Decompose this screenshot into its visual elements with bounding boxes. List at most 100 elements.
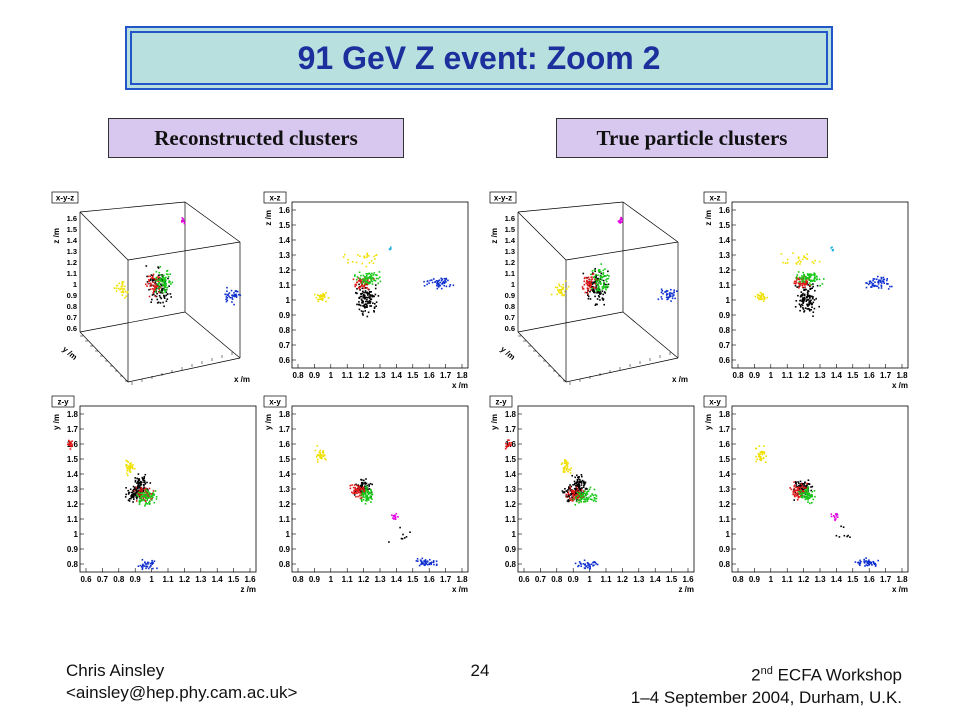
truth-xz-panel: x-z 0.8 0.9 1 1.1 1.2 1.3 1.4 1.5 1.6 1.7 1.8 0.6 0.7… bbox=[702, 190, 918, 400]
event-hits bbox=[504, 439, 599, 570]
cluster-yellow-upper bbox=[342, 252, 378, 268]
y-tick-label: 1.3 bbox=[505, 485, 517, 494]
footer-email: <ainsley@hep.phy.cam.ac.uk> bbox=[66, 683, 298, 702]
panel-label: x-y bbox=[263, 395, 287, 408]
cluster-red-edge bbox=[67, 439, 74, 450]
panel-label: x-y bbox=[703, 395, 727, 408]
svg-text:z-y: z-y bbox=[57, 398, 69, 407]
x-tick-label: 1.4 bbox=[831, 575, 843, 584]
truth-xy-panel: x-y 0.8 0.9 1 1.1 1.2 1.3 1.4 1.5 1.6 1.7 1.8 0.8 0.9… bbox=[702, 394, 918, 604]
y-tick-label: 1 bbox=[512, 530, 517, 539]
cluster-blue bbox=[854, 557, 879, 567]
cluster-green bbox=[360, 485, 374, 505]
x-tick-label: 0.8 bbox=[292, 575, 304, 584]
y-tick-label: 1.1 bbox=[279, 281, 291, 290]
z-tick-label: 1.1 bbox=[67, 269, 77, 278]
x-tick-label: 1.1 bbox=[600, 575, 612, 584]
cluster-yellow bbox=[560, 459, 572, 474]
z-tick-label: 1 bbox=[73, 280, 77, 289]
x-tick-label: 0.8 bbox=[551, 575, 563, 584]
x-tick-label: 1.3 bbox=[374, 575, 386, 584]
x-tick-label: 1.2 bbox=[358, 575, 370, 584]
y-tick-label: 0.8 bbox=[279, 560, 291, 569]
y-tick-label: 1 bbox=[74, 530, 79, 539]
y-tick-label: 0.9 bbox=[279, 311, 291, 320]
y-tick-label: 1.1 bbox=[505, 515, 517, 524]
x-tick-label: 1.8 bbox=[456, 575, 468, 584]
x-tick-label: 1.7 bbox=[880, 371, 892, 380]
y-tick-label: 1.8 bbox=[67, 410, 79, 419]
x-tick-label: 0.9 bbox=[749, 371, 761, 380]
x-tick-label: 1.4 bbox=[650, 575, 662, 584]
x-tick-label: 1.6 bbox=[864, 371, 876, 380]
y-tick-label: 0.8 bbox=[719, 560, 731, 569]
truth-zy-panel: z-y 0.6 0.7 0.8 0.9 1 1.1 1.2 1.3 1.4 1.5 1.6 0.8 0.9… bbox=[488, 394, 704, 604]
svg-text:x-y-z: x-y-z bbox=[56, 194, 74, 203]
y-axis-label: z /m bbox=[704, 210, 713, 226]
x-tick-label: 1.5 bbox=[407, 575, 419, 584]
z-tick-label: 0.9 bbox=[67, 291, 77, 300]
y-tick-label: 1 bbox=[726, 296, 731, 305]
event-hits bbox=[755, 445, 879, 567]
y-tick-label: 1.2 bbox=[719, 500, 731, 509]
y-tick-label: 0.9 bbox=[279, 545, 291, 554]
svg-text:x-y: x-y bbox=[269, 398, 281, 407]
cluster-black bbox=[794, 282, 820, 317]
x-axis-label: z /m bbox=[240, 585, 256, 594]
y-tick-label: 1.4 bbox=[279, 470, 291, 479]
y-tick-label: 1.2 bbox=[279, 500, 291, 509]
footer-event-block: 2nd ECFA Workshop 1–4 September 2004, Du… bbox=[631, 660, 902, 709]
cluster-magenta bbox=[617, 216, 624, 224]
svg-text:x-y-z: x-y-z bbox=[494, 194, 512, 203]
x-tick-label: 1.3 bbox=[633, 575, 645, 584]
y-tick-label: 1.3 bbox=[279, 485, 291, 494]
x-tick-label: 0.6 bbox=[518, 575, 530, 584]
x-axis-label: x /m bbox=[234, 375, 250, 384]
y-tick-label: 0.9 bbox=[67, 545, 79, 554]
z-axis-label: z /m bbox=[52, 228, 61, 244]
z-tick-label: 0.8 bbox=[505, 302, 515, 311]
x-tick-label: 1.3 bbox=[374, 371, 386, 380]
z-tick-label: 0.6 bbox=[505, 324, 515, 333]
panel-label: x-z bbox=[263, 191, 287, 204]
y-tick-label: 1.7 bbox=[505, 425, 517, 434]
x-tick-label: 0.8 bbox=[732, 575, 744, 584]
y-tick-label: 0.6 bbox=[279, 356, 291, 365]
x-tick-label: 1 bbox=[769, 575, 774, 584]
x-tick-label: 1.7 bbox=[440, 575, 452, 584]
cluster-blue bbox=[423, 277, 455, 290]
x-axis-label: x /m bbox=[672, 375, 688, 384]
z-tick-label: 0.9 bbox=[505, 291, 515, 300]
x-tick-label: 1.2 bbox=[617, 575, 629, 584]
x-axis-label: x /m bbox=[892, 585, 908, 594]
cluster-blue bbox=[415, 557, 438, 567]
cluster-track bbox=[835, 525, 851, 538]
y-tick-label: 1.5 bbox=[279, 455, 291, 464]
y-tick-label: 0.8 bbox=[719, 326, 731, 335]
y-tick-label: 1 bbox=[726, 530, 731, 539]
panel-label: x-z bbox=[703, 191, 727, 204]
y-tick-label: 1.5 bbox=[505, 455, 517, 464]
y-tick-label: 1.1 bbox=[67, 515, 79, 524]
y-tick-label: 1.3 bbox=[67, 485, 79, 494]
x-tick-label: 0.8 bbox=[292, 371, 304, 380]
x-axis-label: z /m bbox=[678, 585, 694, 594]
x-tick-label: 1.5 bbox=[847, 575, 859, 584]
cluster-cyan bbox=[830, 246, 834, 252]
y-tick-label: 0.7 bbox=[719, 341, 731, 350]
y-tick-label: 1.4 bbox=[279, 236, 291, 245]
y-tick-label: 1.8 bbox=[279, 410, 291, 419]
x-tick-label: 1.4 bbox=[391, 371, 403, 380]
x-tick-label: 1.1 bbox=[782, 575, 794, 584]
cluster-green bbox=[154, 265, 174, 294]
x-tick-label: 1.7 bbox=[880, 575, 892, 584]
cluster-red-edge bbox=[504, 439, 513, 450]
x-tick-label: 1.8 bbox=[896, 575, 908, 584]
x-tick-label: 0.7 bbox=[535, 575, 547, 584]
event-hits bbox=[550, 216, 678, 306]
cluster-green bbox=[572, 486, 598, 506]
event-hits bbox=[313, 246, 455, 318]
cluster-blue bbox=[574, 559, 599, 570]
footer-author-block: Chris Ainsley <ainsley@hep.phy.cam.ac.uk… bbox=[66, 660, 297, 704]
true-clusters-caption: True particle clusters bbox=[556, 118, 828, 158]
